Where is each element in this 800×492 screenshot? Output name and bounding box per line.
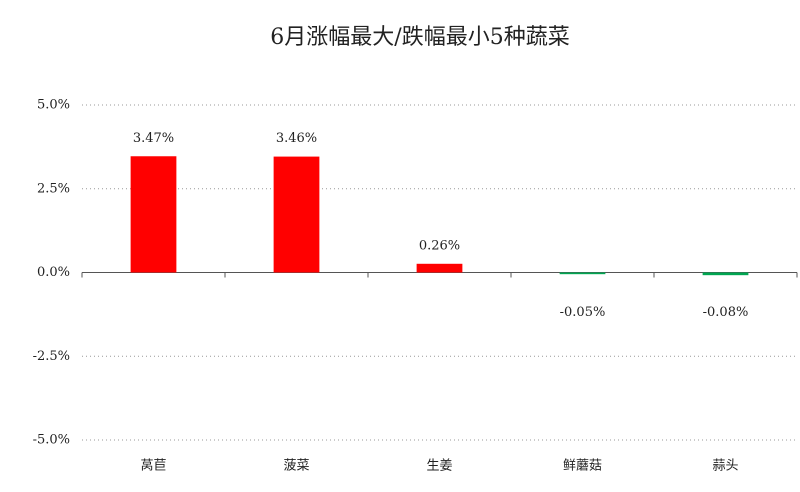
y-tick-label: -5.0%	[33, 433, 70, 448]
y-tick-label: -2.5%	[33, 349, 70, 364]
x-tick-label: 生姜	[426, 459, 452, 474]
bar	[702, 272, 749, 276]
bar	[559, 272, 606, 275]
y-tick-label: 0.0%	[37, 265, 70, 280]
value-label: 0.26%	[419, 238, 460, 253]
value-label: -0.08%	[703, 305, 749, 320]
value-label: -0.05%	[560, 305, 606, 320]
value-label: 3.46%	[276, 131, 317, 146]
x-tick-label: 菠菜	[283, 459, 309, 474]
value-label: 3.47%	[133, 131, 174, 146]
x-tick-label: 鲜蘑菇	[563, 459, 602, 474]
y-tick-label: 5.0%	[37, 98, 70, 113]
y-tick-label: 2.5%	[37, 181, 70, 196]
x-tick-label: 莴苣	[140, 459, 166, 474]
chart-title: 6月涨幅最大/跌幅最小5种蔬菜	[270, 25, 569, 50]
bar	[273, 156, 320, 273]
bar	[416, 263, 463, 273]
x-tick-label: 蒜头	[712, 459, 738, 474]
bar	[130, 156, 177, 273]
